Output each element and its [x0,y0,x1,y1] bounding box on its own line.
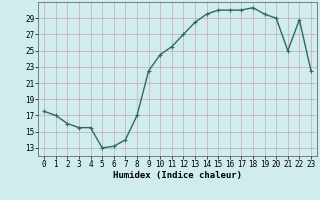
X-axis label: Humidex (Indice chaleur): Humidex (Indice chaleur) [113,171,242,180]
